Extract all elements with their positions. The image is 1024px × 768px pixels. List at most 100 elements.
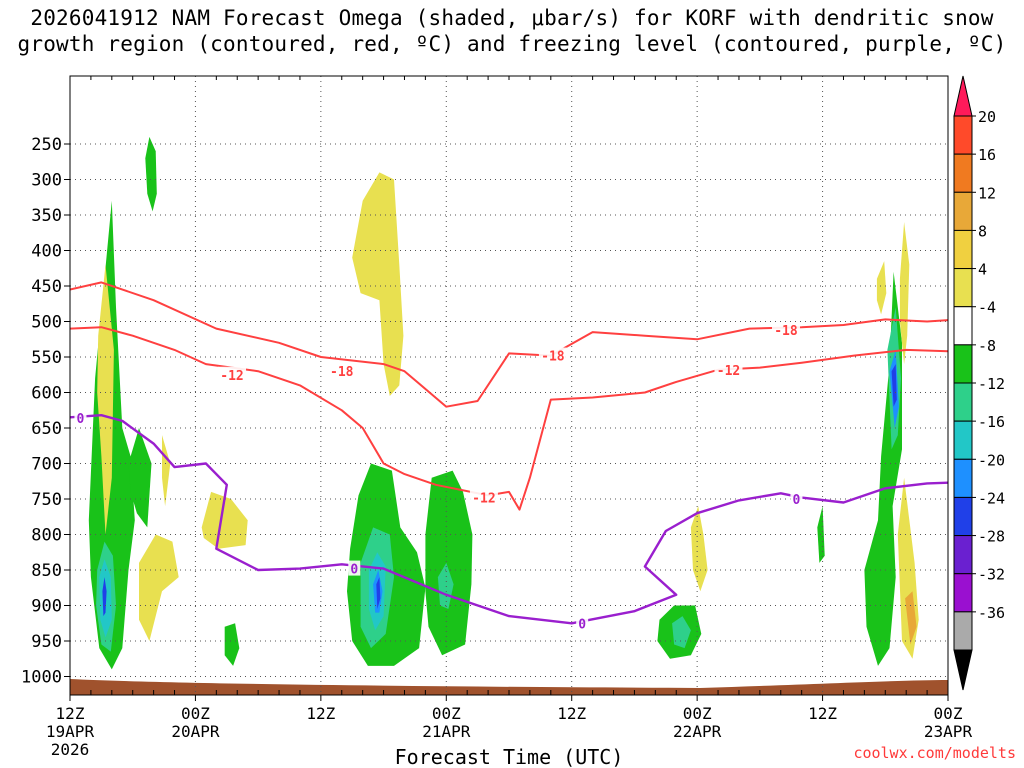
colorbar-segment — [953, 306, 973, 346]
isotherm-label-bg — [538, 347, 567, 363]
y-tick-label: 250 — [31, 135, 62, 155]
omega-region — [425, 470, 473, 656]
x-tick-label: 00Z — [181, 704, 210, 723]
colorbar-segment — [953, 458, 973, 498]
contour-labels: -12 -18 -18 -12 -12 -18 0 0 0 0 — [74, 322, 803, 632]
colorbar-label: -28 — [978, 528, 1005, 546]
omega-region — [145, 136, 157, 212]
y-tick-label: 450 — [31, 277, 62, 297]
y-tick-label: 800 — [31, 526, 62, 546]
omega-region — [97, 264, 114, 535]
freezing-level-label-bg — [576, 615, 589, 631]
colorbar-segment — [953, 535, 973, 575]
y-tick-label: 1000 — [21, 668, 62, 688]
y-tick-label: 900 — [31, 597, 62, 617]
colorbar-label: 4 — [978, 261, 987, 279]
y-tick-label: 300 — [31, 171, 62, 191]
colorbar-label: -20 — [978, 451, 1005, 469]
x-tick-label: 12Z — [306, 704, 335, 723]
colorbar-segment — [953, 496, 973, 537]
omega-region — [672, 616, 691, 649]
chart-title-line-1: 2026041912 NAM Forecast Omega (shaded, μ… — [30, 6, 994, 30]
colorbar-label: -4 — [978, 299, 996, 317]
x-tick-label: 12Z — [56, 704, 85, 723]
omega-region — [162, 435, 171, 507]
y-tick-label: 500 — [31, 313, 62, 333]
freezing-level-label: 0 — [793, 493, 801, 508]
omega-region — [876, 261, 887, 315]
y-axis: 250 300 350 400 450 500 550 600 650 700 750 800 850 9… — [21, 135, 70, 688]
y-tick-label: 400 — [31, 242, 62, 262]
x-tick-year: 2026 — [51, 740, 90, 759]
omega-region — [102, 577, 107, 617]
x-axis-title: Forecast Time (UTC) — [395, 745, 624, 768]
y-tick-label: 350 — [31, 206, 62, 226]
omega-region — [437, 562, 454, 609]
x-tick-label: 00Z — [934, 704, 963, 723]
omega-region — [352, 172, 404, 396]
omega-region — [897, 477, 919, 659]
colorbar-segment — [953, 229, 973, 270]
colorbar-label: -12 — [978, 375, 1005, 393]
isotherm-label-bg — [771, 322, 800, 338]
omega-region — [224, 623, 240, 666]
x-tick-label: 00Z — [683, 704, 712, 723]
omega-region — [690, 506, 708, 592]
isotherm-label: -12 — [472, 492, 495, 507]
isotherm-label: -12 — [717, 364, 740, 379]
colorbar-top-arrow — [953, 75, 973, 117]
x-tick-label: 12Z — [808, 704, 837, 723]
freezing-level-label-bg — [348, 560, 361, 576]
source-credit: coolwx.com/modelts — [853, 744, 1016, 762]
x-tick-date: 20APR — [171, 722, 220, 741]
chart-title-line-2: growth region (contoured, red, ºC) and f… — [17, 32, 1007, 56]
omega-region — [128, 428, 152, 528]
colorbar-label: 8 — [978, 222, 987, 240]
colorbar-segment — [953, 153, 973, 193]
x-tick-date: 19APR — [46, 722, 95, 741]
omega-region — [139, 534, 179, 641]
x-tick-date: 21APR — [422, 722, 471, 741]
y-tick-label: 650 — [31, 419, 62, 439]
x-tick-date: 22APR — [673, 722, 722, 741]
colorbar-label: -32 — [978, 566, 1005, 584]
isotherm-label: -12 — [220, 369, 243, 384]
isotherm-label-bg — [327, 363, 356, 379]
colorbar-label: 12 — [978, 184, 996, 202]
isotherm-label-bg — [218, 366, 247, 382]
x-tick-label: 00Z — [432, 704, 461, 723]
freezing-level-label: 0 — [77, 412, 85, 427]
colorbar-label: -16 — [978, 413, 1005, 431]
freezing-level-label: 0 — [350, 563, 358, 578]
colorbar-segment — [953, 382, 973, 422]
colorbar-segment — [953, 420, 973, 460]
colorbar-label: -8 — [978, 337, 996, 355]
y-tick-label: 550 — [31, 348, 62, 368]
ground-layer — [70, 679, 948, 695]
x-tick-label: 12Z — [557, 704, 586, 723]
omega-shading — [88, 136, 919, 670]
ground-fill — [70, 679, 948, 695]
plot-frame — [69, 75, 949, 696]
isotherm-line — [70, 281, 948, 408]
colorbar-segment — [953, 191, 973, 231]
colorbar-segment — [953, 115, 973, 155]
colorbar-bottom-arrow — [953, 649, 973, 691]
isotherm-label: -18 — [541, 350, 565, 365]
colorbar-label: -36 — [978, 604, 1005, 622]
y-tick-label: 600 — [31, 384, 62, 404]
y-tick-label: 850 — [31, 561, 62, 581]
freezing-level-label: 0 — [578, 617, 586, 632]
colorbar: 20 16 12 8 4 -4 -8 -12 -16 -20 -24 -28 -32 -36 — [953, 75, 1005, 691]
y-tick-label: 700 — [31, 455, 62, 475]
isotherm-line — [70, 326, 948, 511]
colorbar-segment — [953, 611, 973, 651]
omega-region — [891, 364, 897, 407]
freezing-level-line — [70, 414, 948, 625]
omega-region — [899, 222, 910, 365]
omega-region — [905, 591, 917, 645]
colorbar-label: 16 — [978, 146, 996, 164]
colorbar-segment — [953, 344, 973, 384]
